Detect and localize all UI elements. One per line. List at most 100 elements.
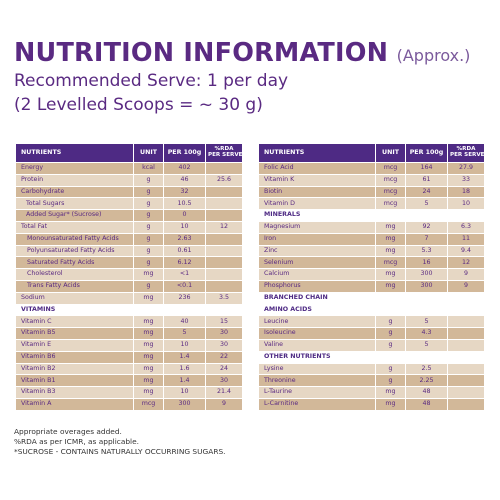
per100-value: 5 [405,315,448,329]
nutrient-name: Phosphorus [258,279,376,293]
nutrient-name: BRANCHED CHAIN [258,291,376,305]
rda-value: 25.6 [205,173,243,187]
per100-value [405,209,448,222]
per100-value: 10 [163,220,206,234]
per100-value: 1.6 [163,362,206,376]
unit-cell [375,209,406,222]
per100-value: 48 [405,397,448,411]
per100-value: 300 [405,268,448,281]
table-row: Protein g 46 25.6 [15,173,243,187]
unit-cell: mg [133,362,164,376]
table-row: Vitamin B5 mg 5 30 [15,327,243,340]
nutrient-name: Total Fat [15,220,134,234]
table-row: Valine g 5 [258,338,485,352]
column-header-nutrients: NUTRIENTS [258,143,376,163]
table-row: Magnesium mg 92 6.3 [258,220,485,234]
nutrient-name: Sodium [15,291,134,305]
column-header-rda: %RDA PER SERVE [447,143,485,163]
unit-cell: g [133,197,164,211]
table-row: Isoleucine g 4.3 [258,327,485,340]
rda-value: 10 [447,197,485,211]
title-line: NUTRITION INFORMATION (Approx.) [14,38,470,68]
per100-value: 5 [405,338,448,352]
rda-value [205,185,243,199]
nutrient-name: Monounsaturated Fatty Acids [15,232,134,246]
rda-value [447,303,485,317]
table-row: Energy kcal 402 [15,162,243,175]
rda-value [447,338,485,352]
nutrient-name: Leucine [258,315,376,329]
unit-cell: g [133,209,164,222]
section-header-row: MINERALS [258,209,485,222]
unit-cell: mcg [375,197,406,211]
unit-cell [375,291,406,305]
rda-header-bottom: PER SERVE [208,152,243,158]
nutrient-name: Trans Fatty Acids [15,279,134,293]
table-row: Vitamin B6 mg 1.4 22 [15,350,243,364]
rda-header-top: %RDA [456,146,476,153]
per100-value [405,291,448,305]
per100-value: <0.1 [163,279,206,293]
nutrient-name: OTHER NUTRIENTS [258,350,376,364]
rda-value: 27.9 [447,162,485,175]
unit-cell: g [133,232,164,246]
per100-value: 40 [163,315,206,329]
unit-cell: g [133,279,164,293]
table-row: Iron mg 7 11 [258,232,485,246]
unit-cell: mcg [133,397,164,411]
per100-value: 16 [405,256,448,270]
table-row: Carbohydrate g 32 [15,185,243,199]
nutrient-name: Lysine [258,362,376,376]
rda-value [447,209,485,222]
unit-cell: mg [375,220,406,234]
rda-value: 21.4 [205,386,243,399]
column-header-unit: UNIT [133,143,164,163]
rda-value: 12 [205,220,243,234]
unit-cell: mg [375,386,406,399]
section-header-row: AMINO ACIDS [258,303,485,317]
rda-value [205,209,243,222]
section-header-row: BRANCHED CHAIN [258,291,485,305]
section-header-row: VITAMINS [15,303,243,317]
unit-cell: g [133,173,164,187]
unit-cell: mg [133,315,164,329]
unit-cell: mg [375,268,406,281]
per100-value: <1 [163,268,206,281]
table-row: Cholesterol mg <1 [15,268,243,281]
table-row: Polyunsaturated Fatty Acids g 0.61 [15,244,243,258]
left-table-body: Energy kcal 402 Protein g 46 25.6 Carbohydrate g… [15,162,243,411]
nutrient-name: Folic Acid [258,162,376,175]
table-row: Total Sugars g 10.5 [15,197,243,211]
per100-value: 1.4 [163,374,206,388]
nutrient-name: Biotin [258,185,376,199]
unit-cell [133,303,164,317]
footnote-overages: Appropriate overages added. [14,427,122,436]
rda-value: 33 [447,173,485,187]
nutrient-name: Vitamin B3 [15,386,134,399]
table-row: Vitamin B3 mg 10 21.4 [15,386,243,399]
rda-value: 30 [205,338,243,352]
table-header-row: NUTRIENTS UNIT PER 100g %RDA PER SERVE [15,143,243,163]
per100-value: 2.63 [163,232,206,246]
per100-value: 2.25 [405,374,448,388]
per100-value: 300 [405,279,448,293]
rda-value: 9 [447,279,485,293]
rda-value [205,197,243,211]
table-row: L-Taurine mg 48 [258,386,485,399]
per100-value: 61 [405,173,448,187]
section-header-row: OTHER NUTRIENTS [258,350,485,364]
unit-cell: g [375,338,406,352]
column-header-unit: UNIT [375,143,406,163]
per100-value: 5 [163,327,206,340]
per100-value: 300 [163,397,206,411]
nutrient-name: Saturated Fatty Acids [15,256,134,270]
nutrient-name: Vitamin B5 [15,327,134,340]
per100-value: 1.4 [163,350,206,364]
rda-value [447,291,485,305]
rda-value: 18 [447,185,485,199]
unit-cell: mg [133,291,164,305]
rda-value [205,232,243,246]
